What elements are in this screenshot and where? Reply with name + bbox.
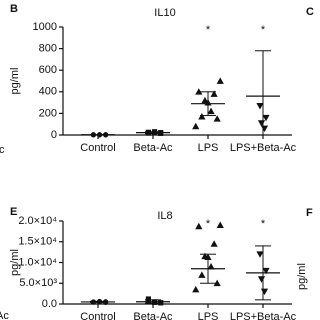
data-point xyxy=(198,113,206,120)
cropped-text: c xyxy=(0,144,5,156)
data-point xyxy=(213,279,221,287)
y-tick-label: 1.0×10⁴ xyxy=(18,256,57,268)
chart-title: IL8 xyxy=(157,210,172,222)
x-tick-label: Beta-Ac xyxy=(133,311,173,320)
y-tick-label: 5.0×10³ xyxy=(19,277,57,289)
data-point xyxy=(260,125,269,133)
cropped-text: F xyxy=(306,207,313,219)
data-point xyxy=(192,285,200,293)
data-point xyxy=(151,299,158,305)
data-point xyxy=(262,114,270,122)
y-tick-label: 600 xyxy=(39,64,57,76)
data-point xyxy=(216,77,224,84)
y-axis-label: pg/ml xyxy=(9,68,21,95)
data-point xyxy=(145,298,152,304)
data-point xyxy=(195,88,203,95)
data-point xyxy=(192,122,200,130)
data-point xyxy=(256,251,264,258)
y-tick-label: 2.0×10⁴ xyxy=(18,215,57,227)
data-point xyxy=(210,240,218,247)
y-tick-label: 200 xyxy=(39,107,57,119)
x-tick-label: Beta-Ac xyxy=(133,142,173,154)
data-point xyxy=(207,263,215,270)
x-tick-label: LPS+Beta-Ac xyxy=(230,142,297,154)
x-tick-label: Control xyxy=(80,142,115,154)
y-tick-label: 0 xyxy=(51,129,57,141)
data-point xyxy=(210,90,218,97)
panel-label: E xyxy=(10,206,17,218)
y-tick-label: 800 xyxy=(39,43,57,55)
y-tick-label: 1.5×10⁴ xyxy=(18,236,57,248)
significance: * xyxy=(206,218,211,230)
data-point xyxy=(216,221,224,229)
x-tick-label: Control xyxy=(80,311,115,320)
x-tick-label: LPS xyxy=(198,311,219,320)
panel-label: B xyxy=(10,3,18,15)
data-point xyxy=(262,267,270,275)
data-point xyxy=(207,107,215,115)
data-point xyxy=(198,271,206,278)
chart-title: IL10 xyxy=(154,7,175,19)
cropped-text: Ac xyxy=(0,310,9,320)
data-point xyxy=(195,222,203,230)
significance: * xyxy=(261,218,266,230)
data-point xyxy=(260,288,269,296)
cropped-text: C xyxy=(306,6,314,18)
data-point xyxy=(213,115,221,122)
y-axis-label: pg/ml xyxy=(9,249,21,276)
data-point xyxy=(256,102,264,110)
significance: * xyxy=(261,24,266,36)
y-tick-label: 400 xyxy=(39,86,57,98)
cropped-text: pg/ml xyxy=(296,263,308,290)
x-tick-label: LPS+Beta-Ac xyxy=(230,311,297,320)
significance: * xyxy=(206,24,211,36)
y-tick-label: 0.0 xyxy=(42,298,57,310)
y-tick-label: 1000 xyxy=(33,21,57,33)
x-tick-label: LPS xyxy=(198,142,219,154)
data-point xyxy=(257,276,266,283)
